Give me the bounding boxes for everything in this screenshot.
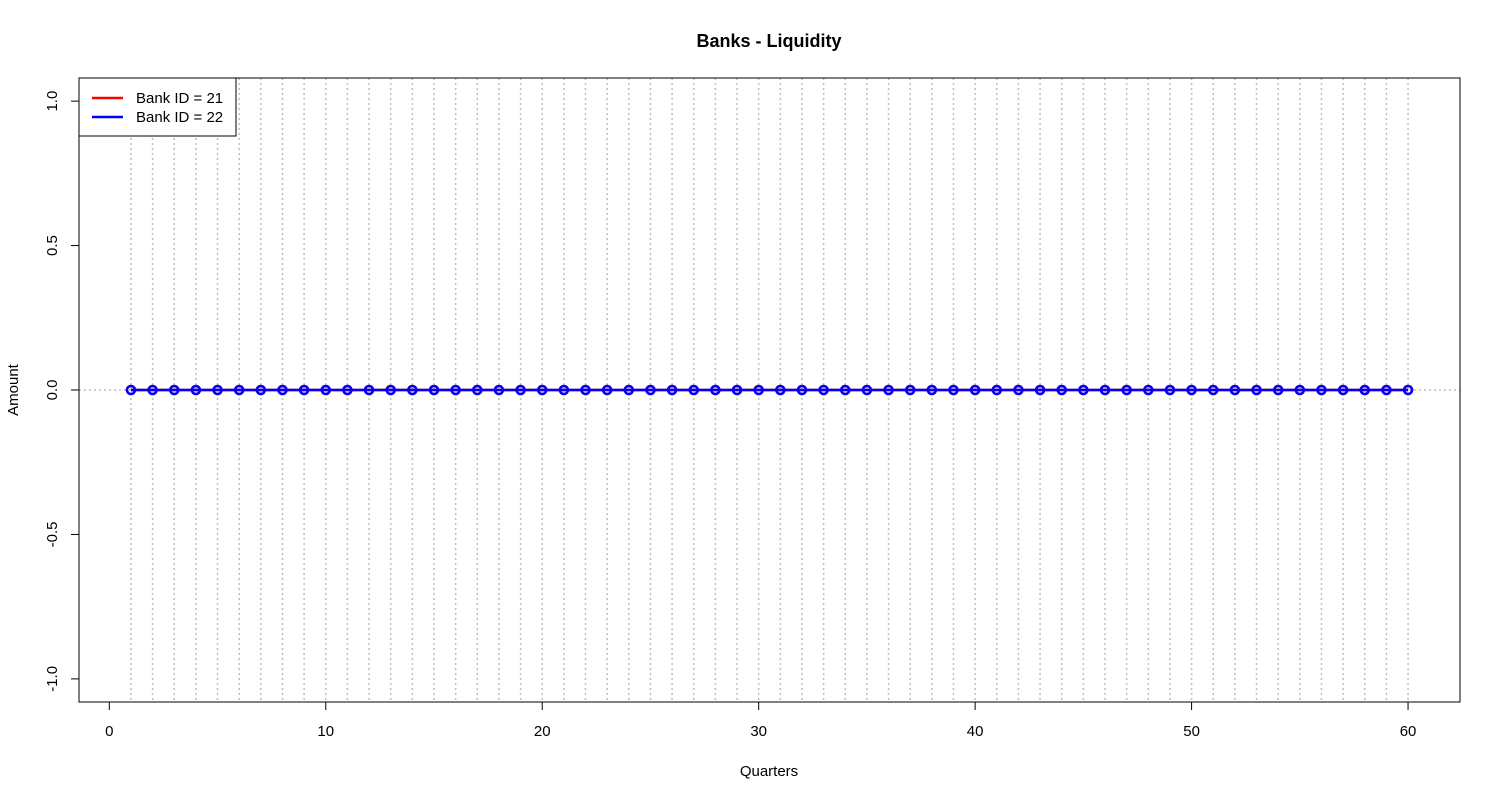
series-2-point-19 <box>515 384 526 396</box>
y-tick-label-1: -0.5 <box>44 522 61 548</box>
series-2-point-53 <box>1251 384 1262 396</box>
series-2-point-25 <box>645 384 656 396</box>
series-2-point-35 <box>861 384 873 396</box>
series-2-point-6 <box>233 384 245 396</box>
series-layer <box>125 384 1414 396</box>
series-2-point-37 <box>904 384 916 396</box>
series-2-point-49 <box>1164 384 1176 396</box>
legend-label-1: Bank ID = 21 <box>136 90 223 107</box>
series-2-point-39 <box>948 384 959 396</box>
series-2-point-46 <box>1099 384 1111 396</box>
series-2-point-8 <box>277 384 288 396</box>
series-2-point-23 <box>601 384 613 396</box>
series-2-point-58 <box>1359 384 1371 396</box>
series-2-point-29 <box>731 384 743 396</box>
series-2-point-10 <box>320 384 332 396</box>
series-2-point-52 <box>1229 384 1241 396</box>
series-2-point-55 <box>1294 384 1306 396</box>
series-2-point-21 <box>558 384 570 396</box>
series-2-point-9 <box>298 384 310 396</box>
x-tick-label-0: 0 <box>105 723 113 740</box>
y-tick-label-3: 0.5 <box>44 235 61 256</box>
series-2-point-33 <box>818 384 829 396</box>
series-2-point-42 <box>1013 384 1024 396</box>
x-axis-label: Quarters <box>740 763 798 780</box>
legend-box <box>78 77 237 137</box>
series-2-point-16 <box>450 384 461 396</box>
series-2-point-13 <box>385 384 396 396</box>
series-2-point-36 <box>883 384 894 396</box>
y-tick-label-4: 1.0 <box>44 91 61 112</box>
series-2-point-40 <box>969 384 981 396</box>
series-2-point-28 <box>710 384 721 396</box>
x-tick-label-5: 50 <box>1183 723 1200 740</box>
series-2-point-56 <box>1316 384 1327 396</box>
y-tick-label-0: -1.0 <box>44 666 61 692</box>
series-2-point-24 <box>623 384 635 396</box>
series-2-point-17 <box>472 384 483 396</box>
series-2-point-48 <box>1143 384 1154 396</box>
series-2-point-12 <box>363 384 375 396</box>
series-2-point-2 <box>147 384 158 396</box>
series-2-point-18 <box>493 384 505 396</box>
x-tick-label-6: 60 <box>1400 723 1417 740</box>
x-axis: 0 10 20 30 40 50 60 <box>105 701 1417 740</box>
x-tick-label-1: 10 <box>317 723 334 740</box>
series-2-point-31 <box>775 384 786 396</box>
series-2-point-54 <box>1272 384 1284 396</box>
series-2-point-43 <box>1034 384 1046 396</box>
series-2-point-1 <box>125 384 137 396</box>
series-2-point-27 <box>688 384 699 396</box>
series-2-point-26 <box>666 384 678 396</box>
series-2-point-20 <box>536 384 548 396</box>
series-2-point-4 <box>190 384 202 396</box>
series-2-point-15 <box>428 384 440 396</box>
series-2-point-34 <box>840 384 851 396</box>
x-tick-label-3: 30 <box>750 723 767 740</box>
legend-label-2: Bank ID = 22 <box>136 109 223 126</box>
chart-title: Banks - Liquidity <box>696 31 841 51</box>
series-2-point-51 <box>1207 384 1219 396</box>
series-2-point-14 <box>407 384 418 396</box>
series-2-point-47 <box>1121 384 1132 396</box>
series-2-point-57 <box>1337 384 1349 396</box>
series-2-point-59 <box>1381 384 1392 396</box>
y-tick-label-2: 0.0 <box>44 380 61 401</box>
series-2-point-60 <box>1402 384 1414 396</box>
series-2-point-45 <box>1078 384 1089 396</box>
series-2-point-3 <box>168 384 180 396</box>
legend: Bank ID = 21 Bank ID = 22 <box>78 77 237 137</box>
series-2-point-38 <box>926 384 938 396</box>
series-2-point-30 <box>753 384 764 396</box>
series-2-point-7 <box>255 384 267 396</box>
series-2-point-50 <box>1186 384 1197 396</box>
y-axis: -1.0 -0.5 0.0 0.5 1.0 <box>44 91 80 692</box>
series-2-point-41 <box>991 384 1003 396</box>
series-2-point-44 <box>1056 384 1067 396</box>
x-tick-label-4: 40 <box>967 723 984 740</box>
series-2-point-11 <box>342 384 353 396</box>
series-2 <box>125 384 1414 396</box>
series-2-point-32 <box>796 384 808 396</box>
x-tick-label-2: 20 <box>534 723 551 740</box>
series-2-point-22 <box>580 384 591 396</box>
y-axis-label: Amount <box>5 363 22 416</box>
series-2-point-5 <box>212 384 223 396</box>
